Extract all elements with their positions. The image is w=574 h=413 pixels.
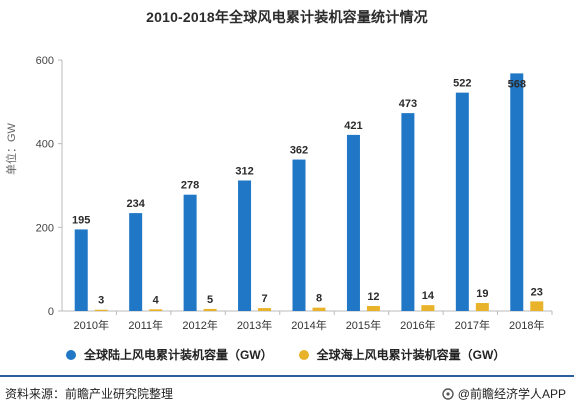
y-axis-label: 单位：GW bbox=[6, 123, 18, 175]
x-tick-label: 2012年 bbox=[182, 318, 217, 332]
y-tick-label: 600 bbox=[36, 55, 54, 67]
x-tick-label: 2016年 bbox=[400, 318, 435, 332]
bar-offshore bbox=[366, 305, 380, 311]
bar-onshore bbox=[74, 229, 88, 311]
bar-offshore bbox=[475, 303, 489, 311]
bar-onshore bbox=[238, 180, 252, 311]
data-label-offshore: 4 bbox=[153, 294, 160, 306]
footer: 资料来源：前瞻产业研究院整理 @前瞻经济学人APP bbox=[0, 375, 574, 413]
bar-onshore bbox=[510, 73, 524, 312]
brand-icon bbox=[442, 387, 454, 400]
bar-onshore bbox=[292, 159, 306, 311]
chart-legend: 全球陆上风电累计装机容量（GW） 全球海上风电累计装机容量（GW） bbox=[66, 346, 505, 363]
bar-offshore bbox=[203, 308, 217, 311]
x-tick-label: 2011年 bbox=[128, 318, 163, 332]
x-tick-label: 2014年 bbox=[291, 318, 326, 332]
brand: @前瞻经济学人APP bbox=[442, 385, 566, 402]
data-label-onshore: 278 bbox=[181, 180, 199, 192]
x-tick-label: 2010年 bbox=[73, 318, 108, 332]
data-label-onshore: 195 bbox=[72, 214, 90, 226]
data-label-onshore: 362 bbox=[290, 145, 308, 157]
bar-offshore bbox=[94, 309, 108, 311]
y-tick-label: 400 bbox=[36, 139, 54, 151]
bar-offshore bbox=[530, 301, 544, 311]
y-tick-label: 200 bbox=[36, 222, 54, 234]
data-source: 资料来源：前瞻产业研究院整理 bbox=[5, 387, 174, 401]
data-label-offshore: 23 bbox=[531, 286, 543, 298]
data-label-offshore: 8 bbox=[316, 293, 322, 305]
x-tick-label: 2018年 bbox=[509, 318, 544, 332]
bar-offshore bbox=[312, 307, 326, 311]
legend-swatch-offshore bbox=[298, 349, 309, 360]
data-label-offshore: 14 bbox=[422, 290, 435, 302]
bar-onshore bbox=[455, 92, 469, 311]
data-label-offshore: 5 bbox=[207, 294, 213, 306]
bar-offshore bbox=[258, 308, 272, 311]
legend-swatch-onshore bbox=[66, 349, 76, 360]
chart-labels: 195 3 234 4 278 5 312 7 362 8 421 12 473 14 522 19 568 23 bbox=[72, 78, 543, 307]
chart-title: 2010-2018年全球风电累计装机容量统计情况 bbox=[146, 9, 428, 25]
chart-axes: 0 200 400 600 2010年 2011年 2012年 2013年 2014年 2015年… bbox=[36, 55, 553, 332]
x-tick-label: 2015年 bbox=[346, 318, 381, 332]
bar-offshore bbox=[149, 309, 163, 311]
data-label-offshore: 19 bbox=[476, 288, 488, 300]
data-label-offshore: 7 bbox=[261, 293, 267, 305]
data-label-onshore: 522 bbox=[453, 78, 471, 90]
bar-onshore bbox=[346, 134, 360, 311]
bar-onshore bbox=[401, 113, 415, 312]
brand-text: @前瞻经济学人APP bbox=[457, 387, 566, 401]
data-label-onshore: 312 bbox=[235, 165, 253, 177]
bar-onshore bbox=[129, 213, 143, 311]
y-tick-label: 0 bbox=[48, 306, 54, 318]
legend-label-offshore: 全球海上风电累计装机容量（GW） bbox=[316, 348, 506, 362]
x-tick-label: 2013年 bbox=[237, 318, 272, 332]
legend-label-onshore: 全球陆上风电累计装机容量（GW） bbox=[84, 348, 273, 362]
x-tick-label: 2017年 bbox=[455, 318, 490, 332]
data-label-onshore: 421 bbox=[344, 120, 362, 132]
legend-item-onshore: 全球陆上风电累计装机容量（GW） bbox=[66, 346, 273, 363]
data-label-onshore: 234 bbox=[126, 198, 145, 210]
chart-bars bbox=[74, 73, 544, 312]
bar-onshore bbox=[183, 194, 197, 311]
data-label-onshore: 473 bbox=[399, 98, 417, 110]
data-label-offshore: 3 bbox=[98, 295, 104, 307]
bar-offshore bbox=[421, 305, 435, 311]
data-label-onshore: 568 bbox=[508, 78, 526, 90]
data-label-offshore: 12 bbox=[367, 291, 379, 303]
legend-item-offshore: 全球海上风电累计装机容量（GW） bbox=[298, 346, 506, 363]
